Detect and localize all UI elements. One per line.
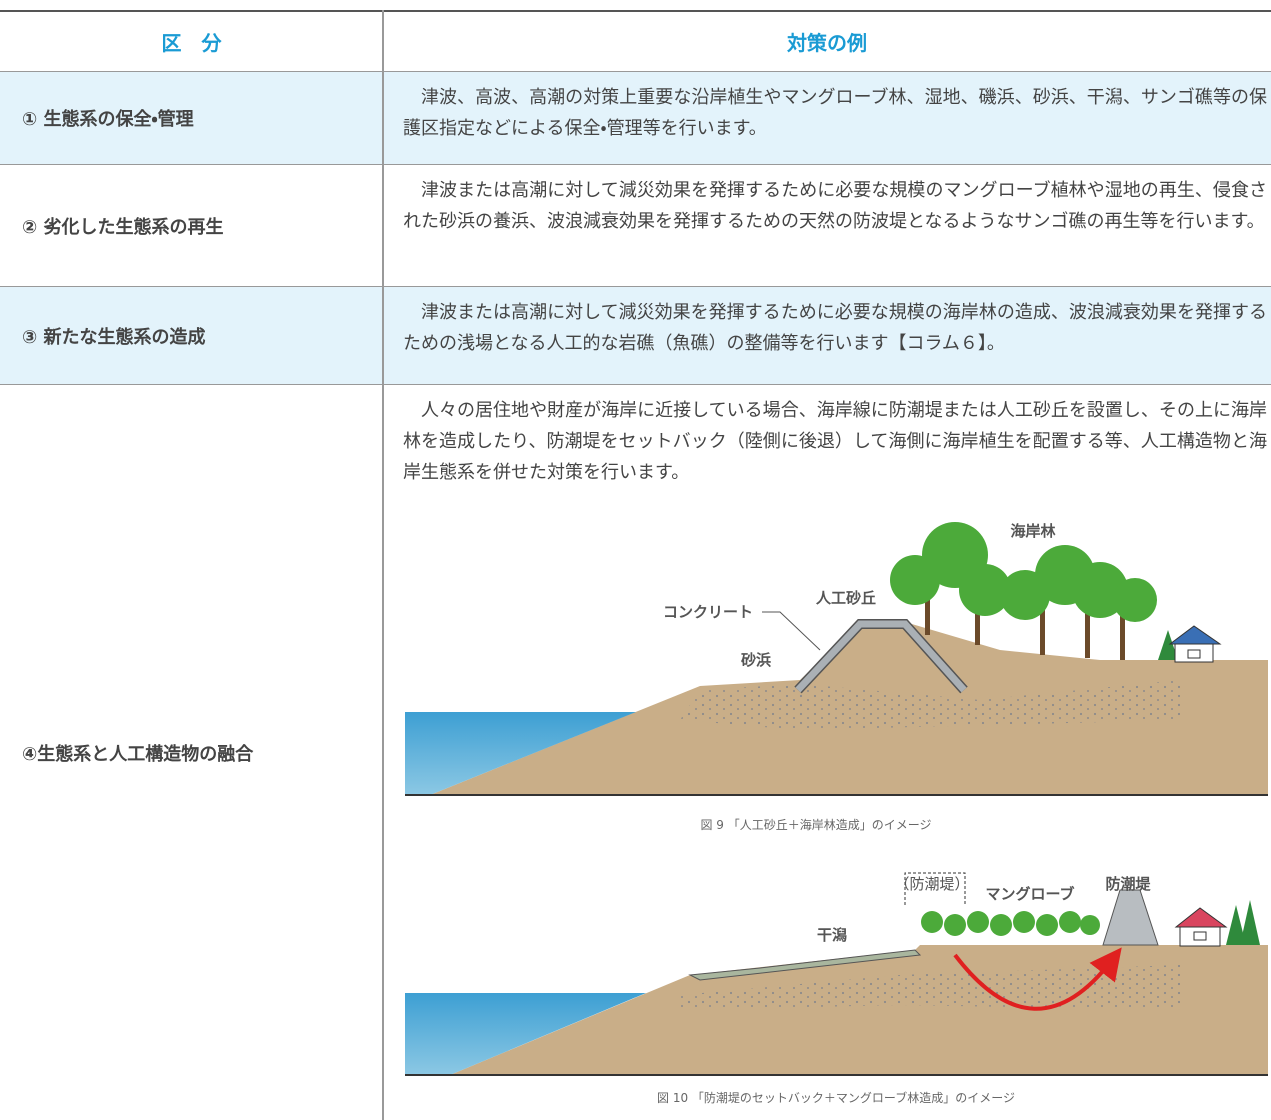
setback-arrow xyxy=(953,947,1122,1011)
row-label: ③ 新たな生態系の造成 xyxy=(22,326,206,348)
figure-2: （防潮堤） マングローブ 防潮堤 干潟 図 10 「防潮堤のセットバック＋マング… xyxy=(405,872,1268,1105)
table-row: ① 生態系の保全・管理 津波、高波、高潮の対策上重要な沿岸植生やマングローブ林、… xyxy=(0,72,1271,165)
table-row: ② 劣化した生態系の再生 津波または高潮に対して減災効果を発揮するために必要な規… xyxy=(0,165,1271,287)
tidal-flat xyxy=(688,949,922,981)
small-tree xyxy=(1240,900,1260,945)
sea xyxy=(405,712,636,795)
figure-label: 防潮堤 xyxy=(1105,875,1151,893)
column-divider xyxy=(382,10,384,1120)
figure-label: コンクリート xyxy=(663,603,753,621)
sand-dots xyxy=(680,680,1180,730)
figure-label: 人工砂丘 xyxy=(815,589,876,607)
seawall xyxy=(1102,889,1159,946)
row-label: ② 劣化した生態系の再生 xyxy=(22,216,224,238)
former-seawall xyxy=(904,872,966,905)
house-window xyxy=(1187,649,1201,659)
table-row: ④生態系と人工構造物の融合 人々の居住地や財産が海岸に近接している場合、海岸線に… xyxy=(0,385,1271,1120)
row-text: 人々の居住地や財産が海岸に近接している場合、海岸線に防潮堤または人工砂丘を設置し… xyxy=(403,400,1267,483)
mangroves xyxy=(921,911,1100,936)
sand-dots xyxy=(680,965,1180,1010)
house-window xyxy=(1193,931,1207,941)
small-tree xyxy=(1158,630,1178,660)
figure-1: 海岸林 人工砂丘 コンクリート 砂浜 図 9 「人工砂丘＋海岸林造成」のイメージ xyxy=(405,522,1268,832)
table-row: ③ 新たな生態系の造成 津波または高潮に対して減災効果を発揮するために必要な規模… xyxy=(0,287,1271,385)
sea xyxy=(405,993,646,1075)
header-cell: 対策の例 xyxy=(383,10,1271,72)
row-text: 津波または高潮に対して減災効果を発揮するために必要な規模の海岸林の造成、波浪減衰… xyxy=(403,302,1267,354)
row-label: ④生態系と人工構造物の融合 xyxy=(22,743,254,765)
figure-label: 海岸林 xyxy=(1010,522,1056,540)
leader-line xyxy=(762,611,821,651)
house-roof xyxy=(1168,625,1222,645)
figure-label: 干潟 xyxy=(817,926,847,944)
figure-label: （防潮堤） xyxy=(894,875,969,893)
figure-caption: 図 10 「防潮堤のセットバック＋マングローブ林造成」のイメージ xyxy=(657,1090,1015,1105)
small-tree xyxy=(1226,905,1246,945)
figure-label: 砂浜 xyxy=(740,651,771,669)
row-text: 津波、高波、高潮の対策上重要な沿岸植生やマングローブ林、湿地、磯浜、砂浜、干潟、… xyxy=(403,87,1267,139)
trees xyxy=(890,522,1157,660)
concrete xyxy=(795,620,967,693)
figure-caption: 図 9 「人工砂丘＋海岸林造成」のイメージ xyxy=(700,818,931,832)
row-text: 津波または高潮に対して減災効果を発揮するために必要な規模のマングローブ植林や湿地… xyxy=(403,180,1267,232)
row-label: ① 生態系の保全・管理 xyxy=(22,109,194,130)
header-cell: 区 分 xyxy=(0,10,383,72)
figure-label: マングローブ xyxy=(985,885,1074,903)
house-roof xyxy=(1174,907,1228,928)
